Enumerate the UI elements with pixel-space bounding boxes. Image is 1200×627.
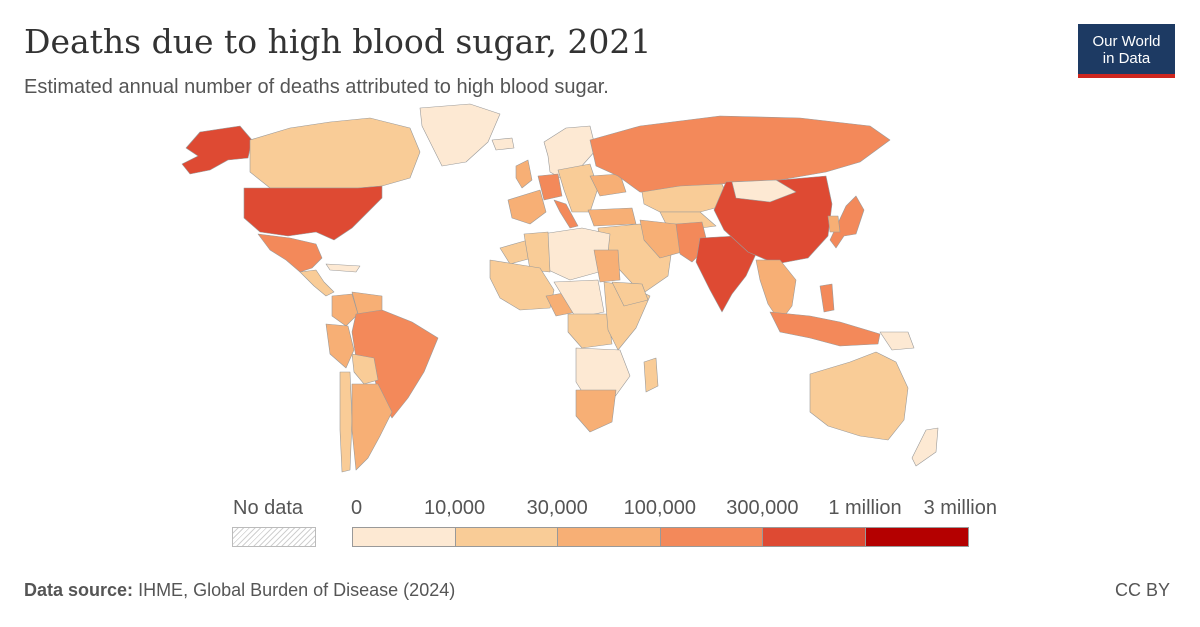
world-map [181,103,939,473]
logo-line-2: in Data [1102,50,1151,67]
region-mongolia[interactable] [731,179,797,203]
region-iran[interactable] [639,219,683,259]
chart-title: Deaths due to high blood sugar, 2021 [24,22,652,61]
legend-tick-label: 3 million [923,497,997,519]
legend-tick-label: 1 million [828,497,902,519]
region-algeria[interactable] [523,231,551,273]
region-australia[interactable] [809,351,909,441]
legend-color-bin[interactable] [454,527,559,547]
region-germany[interactable] [537,173,563,201]
no-data-swatch [232,527,316,547]
owid-logo[interactable]: Our World in Data [1078,24,1175,78]
region-philippines[interactable] [819,283,835,313]
legend-tick-label: 100,000 [623,497,696,519]
region-united-states[interactable] [243,185,383,241]
legend-color-bin[interactable] [352,527,456,547]
region-papua-new-guinea[interactable] [879,331,915,351]
region-russia[interactable] [589,115,891,197]
logo-line-1: Our World [1092,33,1161,50]
data-source: Data source: IHME, Global Burden of Dise… [24,580,455,601]
legend-color-bin[interactable] [557,527,661,547]
region-peru[interactable] [325,323,355,369]
region-turkey[interactable] [587,207,637,227]
legend-tick-label: 0 [351,497,363,519]
region-italy[interactable] [553,199,579,229]
region-japan[interactable] [829,195,865,249]
legend-color-bin[interactable] [659,527,764,547]
chart-subtitle: Estimated annual number of deaths attrib… [24,76,609,98]
region-central-america[interactable] [299,269,335,297]
region-caribbean[interactable] [325,263,361,273]
region-bolivia[interactable] [351,353,379,385]
legend-color-bin[interactable] [865,527,969,547]
region-west-africa[interactable] [489,259,555,311]
legend-tick-label: 10,000 [424,497,486,519]
legend-tick-label: 30,000 [526,497,588,519]
region-western-europe[interactable] [507,189,547,225]
data-source-value[interactable]: IHME, Global Burden of Disease (2024) [138,580,456,600]
region-iceland[interactable] [491,137,515,151]
region-south-africa[interactable] [575,389,617,433]
region-central-africa[interactable] [553,279,605,319]
region-madagascar[interactable] [643,357,659,393]
region-greenland[interactable] [419,103,501,167]
region-canada[interactable] [249,117,421,189]
region-dr-congo[interactable] [567,313,613,349]
region-ukraine[interactable] [589,173,627,197]
region-chile[interactable] [339,371,353,473]
region-brazil[interactable] [351,309,439,419]
data-source-label: Data source: [24,580,134,600]
region-egypt[interactable] [593,249,621,283]
region-ethiopia[interactable] [611,281,649,307]
license-link[interactable]: CC BY [1114,580,1170,600]
region-new-zealand[interactable] [911,427,939,467]
no-data-label: No data [233,497,304,519]
region-indonesia[interactable] [769,311,881,347]
region-mexico[interactable] [257,233,323,273]
region-united-kingdom[interactable] [515,159,533,189]
region-korea[interactable] [827,215,841,233]
region-argentina[interactable] [351,383,393,471]
region-alaska[interactable] [181,125,253,175]
legend-color-bin[interactable] [762,527,866,547]
region-colombia[interactable] [331,293,359,327]
legend-tick-label: 300,000 [726,497,799,519]
